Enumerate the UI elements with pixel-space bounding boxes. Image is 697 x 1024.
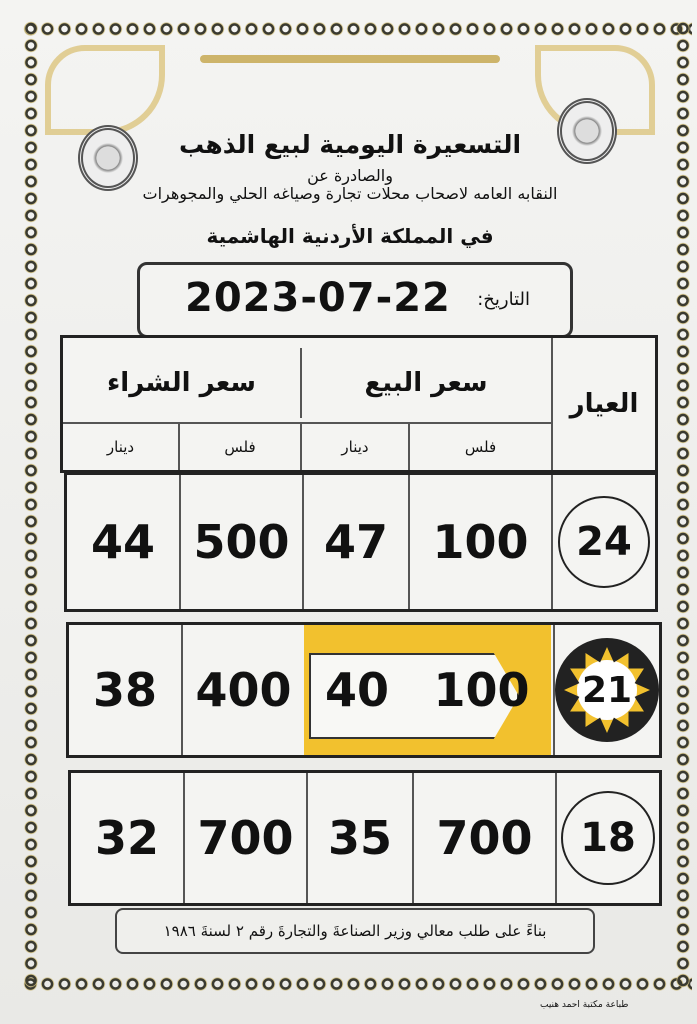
buy-fils: 400: [181, 625, 304, 755]
karat-badge: 24: [558, 496, 650, 588]
karat-badge: 18: [561, 791, 655, 885]
sell-fils: 700: [412, 773, 555, 903]
sell-dinar: 47: [302, 475, 408, 609]
table-header: العيار سعر البيع سعر الشراء فلس دينار فل…: [60, 335, 658, 473]
union-logo-icon: [78, 125, 138, 191]
sell-dinar-header: دينار: [300, 424, 408, 470]
buy-fils-header: فلس: [178, 424, 300, 470]
buy-fils: 700: [183, 773, 306, 903]
buy-header: سعر الشراء: [107, 368, 256, 398]
country: في المملكة الأردنية الهاشمية: [206, 224, 494, 248]
sell-dinar: 40: [324, 663, 389, 717]
page-title: التسعيرة اليومية لبيع الذهب: [178, 130, 522, 159]
buy-dinar: 38: [92, 663, 157, 717]
karat-cell: 24: [551, 475, 655, 609]
starburst-icon: 21: [555, 638, 659, 742]
sell-fils: 100: [433, 663, 530, 717]
sell-fils: 100: [408, 475, 551, 609]
karat-cell: 18: [555, 773, 659, 903]
decorative-border-right: [674, 20, 692, 990]
sell-fils-header: فلس: [408, 424, 551, 470]
buy-dinar-header: دينار: [106, 438, 135, 456]
buy-fils: 500: [179, 475, 302, 609]
corner-ornament: [45, 45, 165, 135]
decorative-border-top: [22, 20, 692, 38]
karat-badge: 21: [577, 660, 637, 720]
decorative-border-bottom: [22, 975, 692, 993]
legal-note: بناءً على طلب معالي وزير الصناعةَ والتجا…: [115, 908, 595, 954]
karat-cell: 21: [553, 625, 659, 755]
table-row: 44 500 47 100 24: [64, 472, 658, 612]
table-row-highlighted: 38 400 40 100 21: [66, 622, 662, 758]
buy-dinar: 32: [94, 811, 159, 865]
date-label: التاريخ:: [477, 289, 530, 310]
organization: النقابه العامه لاصحاب محلات تجارة وصياغه…: [142, 184, 558, 203]
issued-by: والصادرة عن: [307, 166, 393, 185]
printer-credit: طباعة مكتبة احمد هنيب: [540, 1000, 629, 1010]
date-box: 2023-07-22 التاريخ:: [137, 262, 573, 338]
decorative-bar: [200, 55, 500, 63]
karat-header: العيار: [551, 338, 655, 470]
sell-dinar: 35: [306, 773, 412, 903]
decorative-border-left: [22, 20, 40, 990]
highlight-arrow: [309, 653, 519, 739]
table-row: 32 700 35 700 18: [68, 770, 662, 906]
buy-dinar: 44: [90, 515, 155, 569]
sell-header: سعر البيع: [300, 348, 550, 418]
union-logo-icon: [557, 98, 617, 164]
date-value: 2023-07-22: [185, 275, 451, 321]
